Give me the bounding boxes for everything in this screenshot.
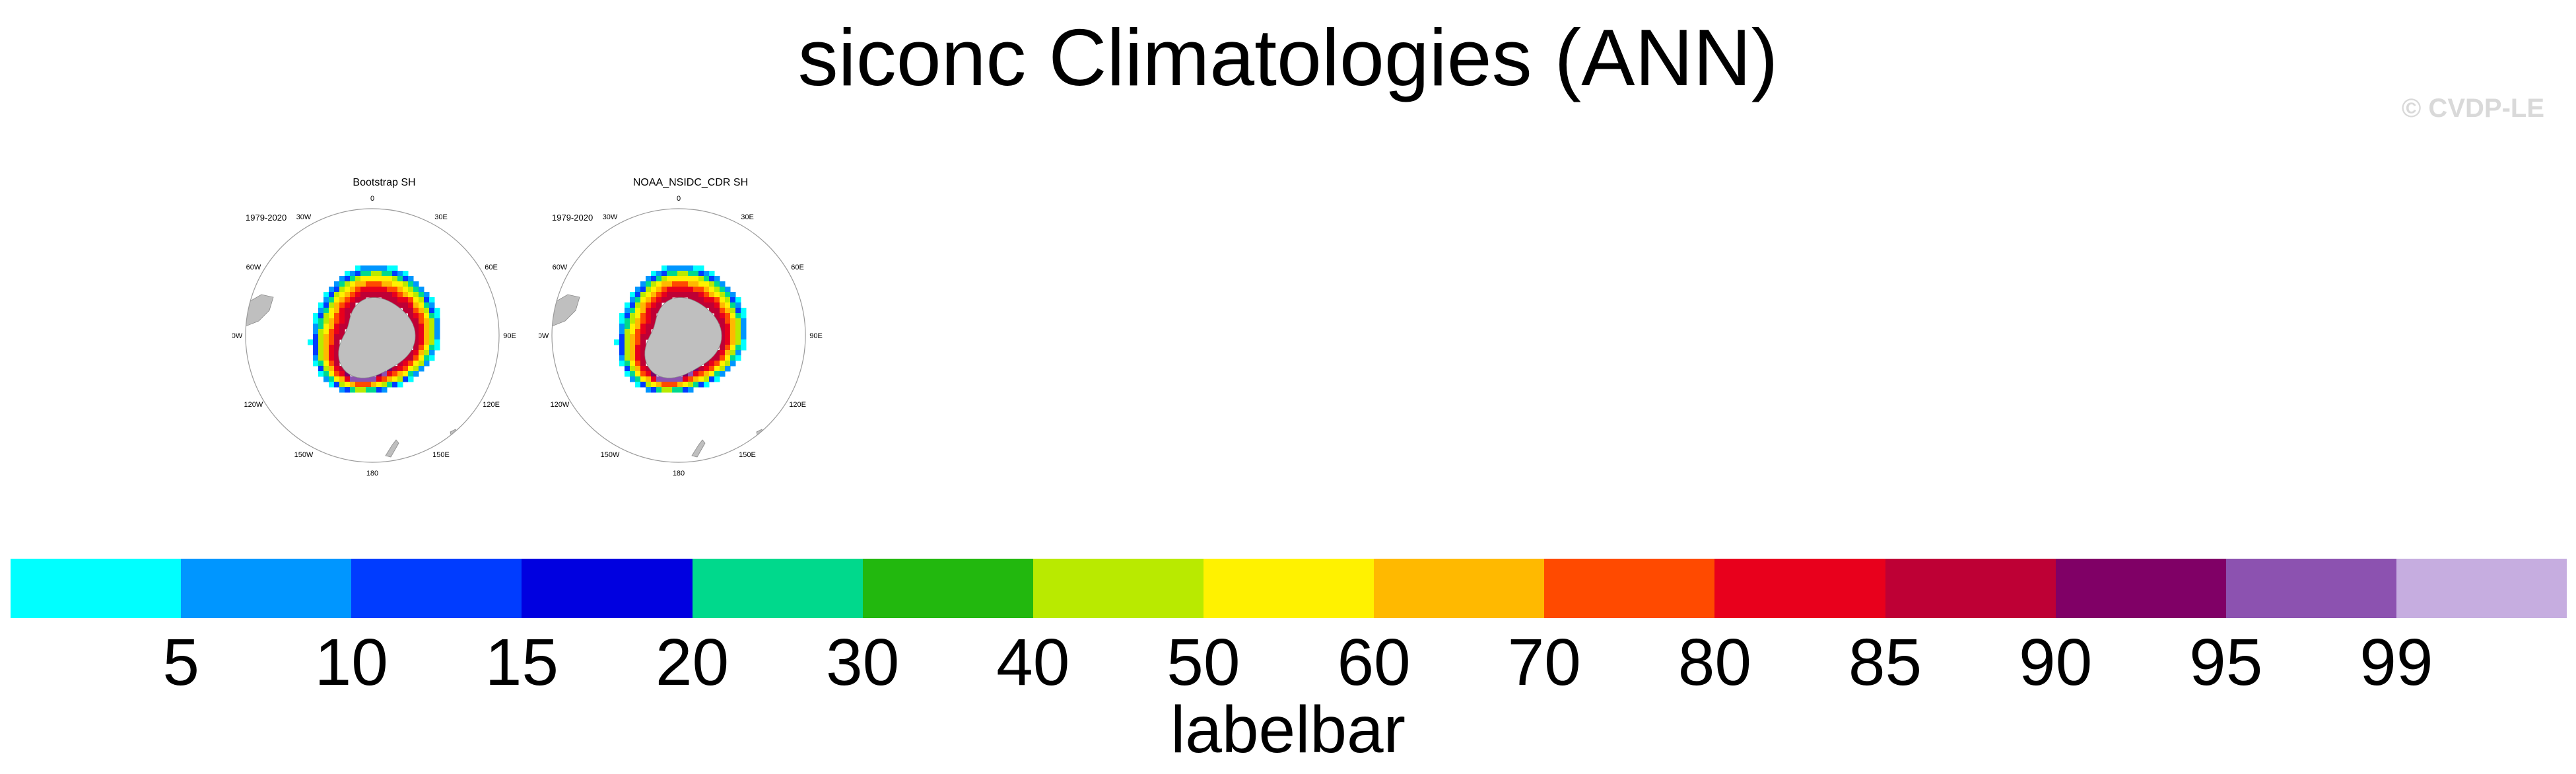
longitude-label: 30E [434,213,448,221]
antarctica-landmass [338,297,416,378]
colorbar-tick-label: 20 [655,625,729,699]
colorbar-tick-label: 60 [1337,625,1411,699]
colorbar-tick-label: 70 [1507,625,1581,699]
sea-ice-field [246,265,459,458]
colorbar-box [692,559,863,618]
colorbar-box [2396,559,2567,618]
sea-ice-field [552,265,765,458]
longitude-label: 180 [673,470,685,477]
longitude-label: 150W [294,451,314,459]
colorbar-box [1714,559,1885,618]
longitude-label: 150W [601,451,620,459]
polar-map: 0 30E 60E 90E 120E 150E 180 150W 120W 90W 60W 30W [539,195,823,477]
map-panel-bootstrap: 0 30E 60E 90E 120E 150E 180 150W 120W 90W 60W 30W B… [232,177,536,487]
colorbar-box [351,559,522,618]
longitude-label: 120W [244,401,263,409]
colorbar-tick-label: 5 [162,625,199,699]
colorbar-tick-label: 85 [1848,625,1922,699]
new-zealand-landmass [691,439,706,458]
page-title: siconc Climatologies (ANN) [797,13,1779,102]
colorbar-tick-label: 15 [485,625,559,699]
colorbar [11,559,2567,618]
colorbar-box [862,559,1033,618]
colorbar-box [11,559,182,618]
longitude-label: 90W [232,332,243,340]
panel-period: 1979-2020 [246,213,287,223]
panel-title: Bootstrap SH [353,177,416,188]
colorbar-tick-label: 90 [2018,625,2093,699]
colorbar-tick-label: 95 [2189,625,2263,699]
colorbar-box [181,559,352,618]
longitude-label: 30W [603,213,618,221]
colorbar-box [522,559,693,618]
colorbar-labels: 5 10 15 20 30 40 50 60 70 80 85 90 95 99 [11,626,2567,699]
panel-title: NOAA_NSIDC_CDR SH [632,177,749,188]
panel-period: 1979-2020 [552,213,593,223]
longitude-label: 120E [789,401,806,409]
tasmania-landmass [450,429,459,438]
longitude-label: 180 [366,470,378,477]
longitude-label: 0 [370,195,374,203]
colorbar-box [1544,559,1715,618]
colorbar-box [2055,559,2226,618]
map-boundary [245,208,500,463]
colorbar-box [1374,559,1545,618]
polar-map: 0 30E 60E 90E 120E 150E 180 150W 120W 90W 60W 30W [232,195,516,477]
map-boundary [551,208,806,463]
longitude-label: 60E [485,264,498,271]
south-america-landmass [552,294,580,327]
colorbar-tick-label: 99 [2359,625,2433,699]
colorbar-title: labelbar [1170,693,1406,767]
colorbar-tick-label: 40 [996,625,1070,699]
longitude-label: 90E [809,332,823,340]
antarctica-landmass [644,297,722,378]
longitude-label: 120E [483,401,500,409]
longitude-label: 30E [741,213,754,221]
colorbar-tick-label: 10 [314,625,388,699]
colorbar-box [1885,559,2056,618]
longitude-label: 150E [432,451,450,459]
longitude-label: 30W [296,213,312,221]
new-zealand-landmass [385,439,399,458]
colorbar-tick-label: 80 [1678,625,1751,699]
longitude-label: 120W [551,401,570,409]
colorbar-box [1033,559,1203,618]
longitude-label: 60W [553,264,568,271]
longitude-label: 60E [791,264,804,271]
colorbar-box [2225,559,2396,618]
map-panel-noaa-nsidc-cdr: 0 30E 60E 90E 120E 150E 180 150W 120W 90W 60W 30W N… [539,177,842,487]
colorbar-tick-label: 30 [826,625,900,699]
colorbar-tick-label: 50 [1167,625,1240,699]
colorbar-box [1203,559,1374,618]
longitude-label: 150E [739,451,756,459]
copyright-watermark: © CVDP-LE [2401,94,2544,123]
south-america-landmass [246,294,274,327]
longitude-label: 90W [539,332,549,340]
tasmania-landmass [756,429,765,438]
longitude-label: 90E [503,332,516,340]
longitude-label: 60W [246,264,261,271]
longitude-label: 0 [677,195,681,203]
